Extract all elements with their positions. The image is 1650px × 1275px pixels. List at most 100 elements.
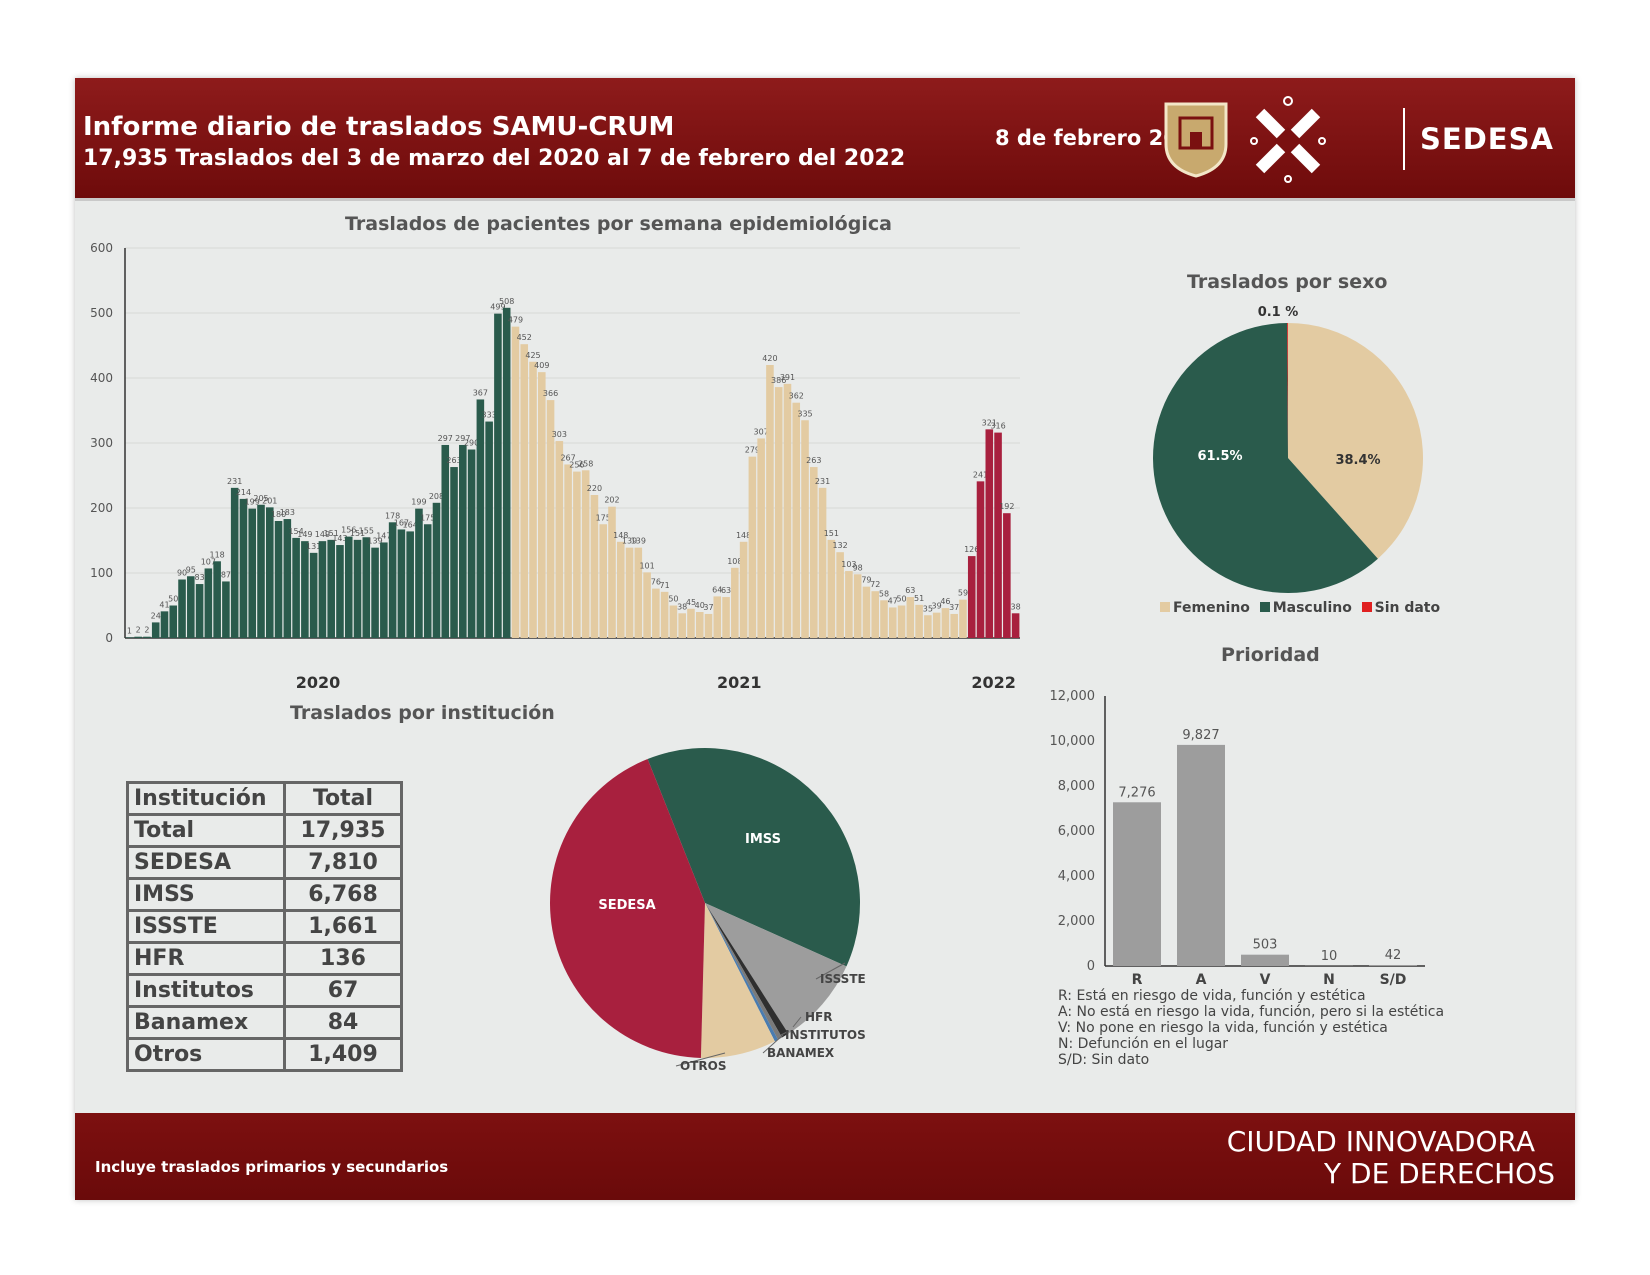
bar — [538, 372, 546, 638]
bar — [994, 432, 1002, 638]
bar — [792, 402, 801, 638]
weekly-chart-title: Traslados de pacientes por semana epidem… — [345, 213, 892, 235]
bar-value-label: 199 — [411, 498, 426, 507]
header-divider — [1403, 108, 1405, 170]
bar-value-label: 50 — [668, 595, 678, 604]
bar — [959, 599, 967, 638]
bar — [292, 537, 300, 638]
table-row: IMSS 6,768 — [126, 877, 403, 912]
bar — [529, 361, 537, 638]
slice-label-sin-dato: 0.1 % — [1258, 305, 1299, 320]
prioridad-chart-title: Prioridad — [1221, 644, 1320, 666]
bar — [125, 637, 134, 638]
bar-value-label: 362 — [789, 392, 804, 401]
bar — [485, 421, 493, 638]
x-tick-label: S/D — [1380, 972, 1407, 988]
bar-value-label: 303 — [552, 430, 567, 439]
bar-value-label: 267 — [560, 453, 575, 462]
y-tick-label: 12,000 — [1050, 689, 1096, 704]
prioridad-bar-chart: 0 2,000 4,000 6,000 8,000 10,000 12,000 7,276 R 9… — [1050, 689, 1425, 988]
slice-label-sedesa: SEDESA — [598, 898, 655, 913]
bar-value-label: 175 — [596, 513, 611, 522]
report-footer: Incluye traslados primarios y secundario… — [75, 1113, 1575, 1200]
legend-masculino: Masculino — [1272, 600, 1352, 616]
legend-sin-dato: Sin dato — [1374, 600, 1441, 616]
institucion-pie-chart: IMSS SEDESA ISSSTE HFR INSTITUTOS BANAMEX OTRO… — [550, 748, 866, 1073]
bar-value-label: 51 — [914, 594, 924, 603]
bar — [450, 467, 458, 638]
pie-slice — [700, 903, 775, 1058]
bar — [1241, 954, 1289, 966]
bar-value-label: 208 — [429, 492, 444, 501]
bar-value-label: 199 — [245, 498, 260, 507]
bar — [739, 541, 748, 638]
table-cell-value: 84 — [283, 1005, 403, 1040]
bar-value-label: 139 — [367, 537, 382, 546]
table-row: ISSSTE 1,661 — [126, 909, 403, 944]
institucion-table: Institución Total Total 17,935 SEDESA 7,81… — [126, 781, 403, 1072]
bar — [441, 444, 450, 638]
sexo-chart-title: Traslados por sexo — [1187, 271, 1388, 293]
bar-value-label: 37 — [703, 603, 713, 612]
bar — [941, 608, 950, 638]
bar-value-label: 107 — [201, 557, 216, 566]
bar-value-label: 148 — [736, 531, 751, 540]
bar — [459, 444, 467, 638]
table-row: SEDESA 7,810 — [126, 845, 403, 880]
slice-label-banamex: BANAMEX — [767, 1046, 835, 1060]
bar — [827, 539, 836, 638]
bar — [213, 561, 221, 638]
bar — [230, 487, 239, 638]
bar-value-label: 139 — [622, 537, 637, 546]
bar-value-label: 202 — [604, 496, 619, 505]
bar — [810, 467, 818, 638]
bar-value-label: 41 — [159, 600, 169, 609]
table-cell-value: 136 — [283, 941, 403, 976]
bar-value-label: 63 — [721, 586, 731, 595]
bar-value-label: 103 — [841, 560, 856, 569]
y-tick-label: 200 — [90, 501, 113, 515]
bar — [362, 537, 371, 638]
table-header-institucion: Institución — [126, 781, 286, 816]
bar-value-label: 90 — [177, 569, 187, 578]
bar — [380, 542, 388, 638]
bar-value-label: 149 — [315, 530, 330, 539]
pie-slice — [647, 748, 860, 967]
label-leader-line — [815, 962, 846, 980]
bar — [397, 529, 406, 638]
bar — [836, 552, 844, 638]
bar — [344, 536, 353, 638]
bar-value-label: 147 — [376, 531, 391, 540]
bar-value-label: 24 — [151, 611, 161, 620]
bar-value-label: 263 — [806, 456, 821, 465]
bar-value-label: 279 — [745, 446, 760, 455]
bar-value-label: 2 — [144, 626, 149, 635]
report-panel: Informe diario de traslados SAMU-CRUM 17… — [75, 78, 1575, 1200]
bar — [888, 607, 897, 638]
bar-value-label: 307 — [754, 427, 769, 436]
bar-value-label: 263 — [446, 456, 461, 465]
bar — [502, 307, 511, 638]
bar — [336, 545, 344, 638]
bar — [845, 571, 853, 638]
year-label: 2022 — [971, 673, 1016, 692]
table-row: HFR 136 — [126, 941, 403, 976]
bar-value-label: 63 — [905, 586, 915, 595]
table-cell-name: Total — [126, 813, 286, 848]
bar — [265, 507, 274, 638]
bar — [555, 441, 564, 638]
bar-value-label: 180 — [271, 510, 286, 519]
bar — [731, 567, 739, 638]
table-cell-value: 1,661 — [283, 909, 403, 944]
bar — [880, 600, 888, 638]
pie-slice — [1153, 323, 1378, 593]
bar-value-label: 178 — [385, 511, 400, 520]
legend-swatch-femenino — [1160, 602, 1170, 612]
bar-value-label: 38 — [1011, 602, 1021, 611]
bar-value-label: 220 — [587, 484, 602, 493]
bar — [652, 588, 660, 638]
bar — [1003, 513, 1011, 638]
label-leader-line — [780, 1030, 790, 1036]
table-cell-name: IMSS — [126, 877, 286, 912]
bar-value-label: 452 — [517, 333, 532, 342]
